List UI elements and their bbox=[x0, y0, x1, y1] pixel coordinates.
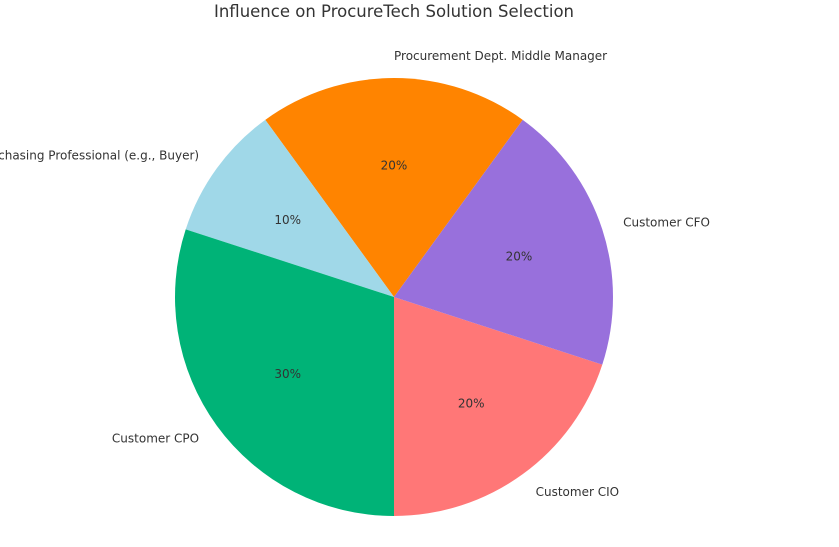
pie-percent-label-4: 20% bbox=[506, 249, 533, 263]
pie-slice-4 bbox=[394, 119, 613, 365]
pie-category-label-1: Purchasing Professional (e.g., Buyer) bbox=[0, 148, 199, 162]
pie-percent-labels: 20% 10% 30% 20% 20% bbox=[274, 159, 532, 411]
pie-slice-3 bbox=[394, 297, 603, 516]
pie-category-label-2: Customer CPO bbox=[112, 432, 199, 446]
pie-percent-label-0: 20% bbox=[381, 159, 408, 173]
chart-title: Influence on ProcureTech Solution Select… bbox=[213, 2, 575, 21]
pie-slices bbox=[175, 78, 613, 516]
pie-category-label-3: Customer CIO bbox=[536, 485, 619, 499]
pie-slice-2 bbox=[175, 229, 394, 516]
pie-slice-1 bbox=[185, 119, 394, 297]
pie-category-labels: Procurement Dept. Middle Manager Purchasi… bbox=[0, 49, 710, 499]
pie-percent-label-3: 20% bbox=[458, 396, 485, 410]
pie-category-label-0: Procurement Dept. Middle Manager bbox=[394, 49, 607, 63]
pie-percent-label-1: 10% bbox=[274, 213, 301, 227]
pie-percent-label-2: 30% bbox=[274, 367, 301, 381]
pie-category-label-4: Customer CFO bbox=[623, 216, 710, 230]
pie-slice-0 bbox=[265, 78, 523, 297]
